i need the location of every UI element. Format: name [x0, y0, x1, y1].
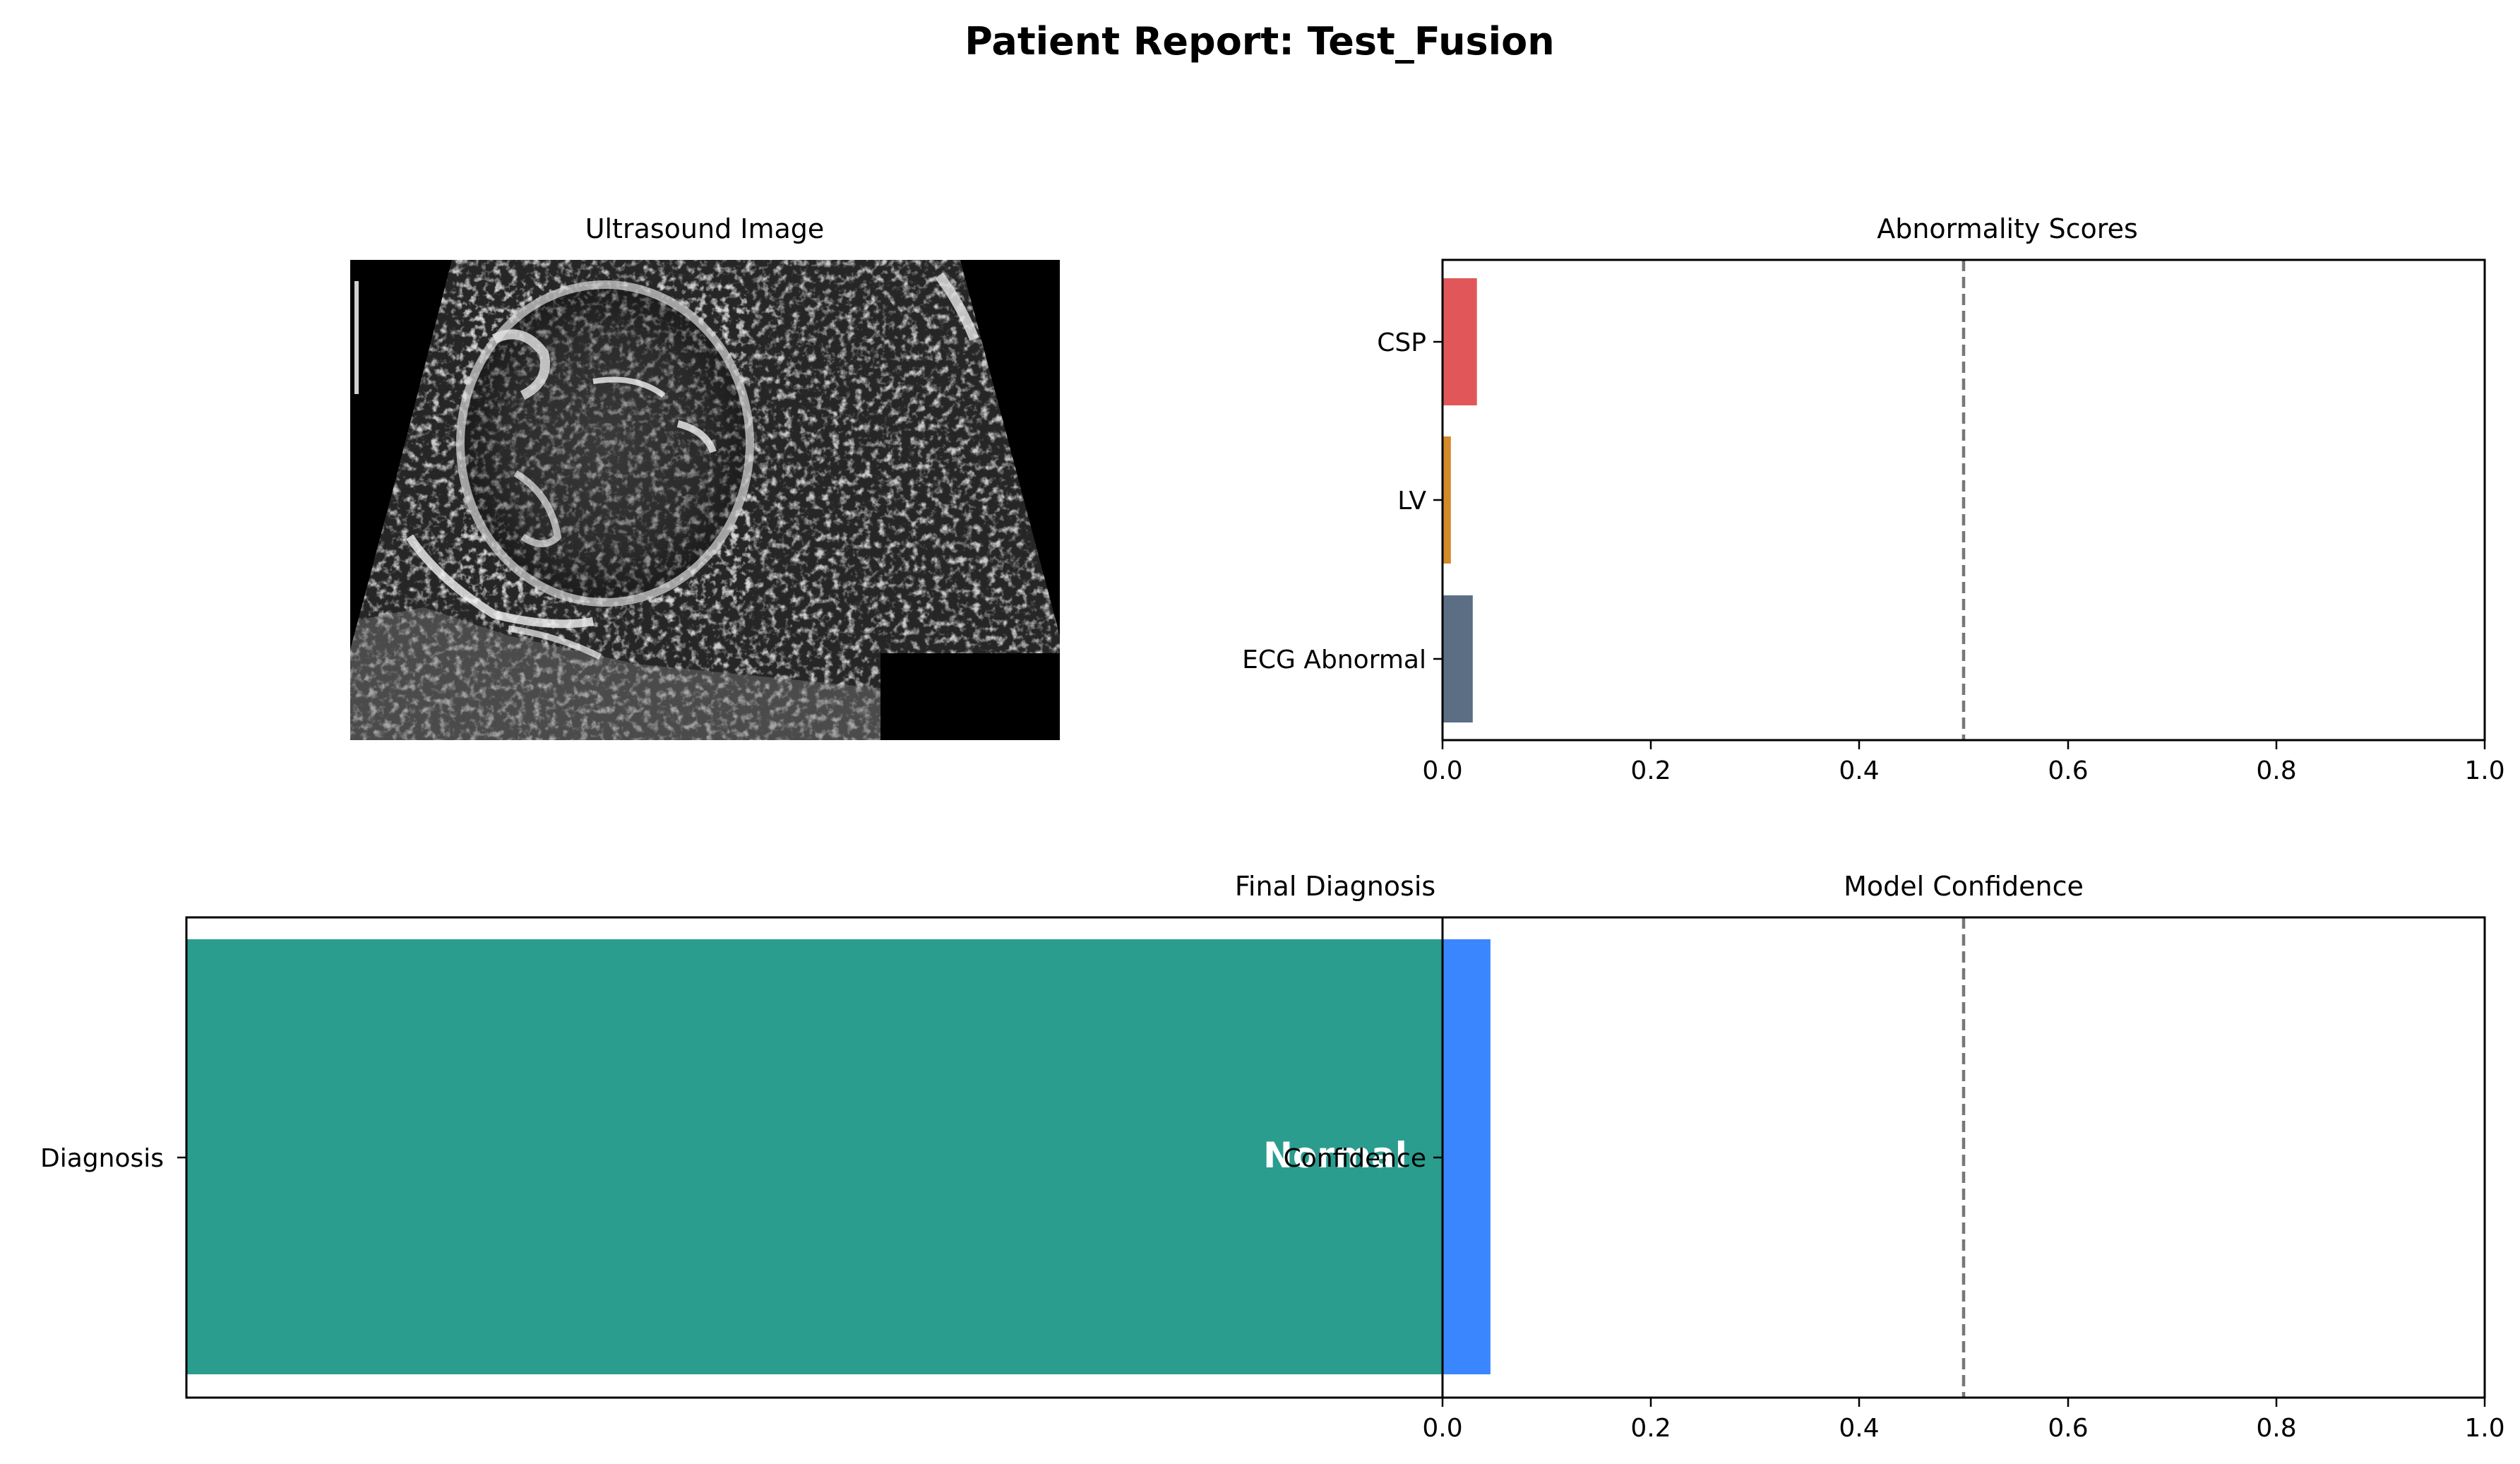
confidence-xtick-label: 0.0	[1422, 1414, 1462, 1443]
confidence-axis-label: Confidence	[1284, 1144, 1426, 1173]
confidence-panel: Model Confidence Normal Confidence 0.0 0…	[1263, 871, 2505, 1443]
abnormality-bars	[1443, 278, 1477, 722]
confidence-bar	[1443, 939, 1491, 1374]
abnormality-xtick-label: 0.6	[2048, 756, 2088, 785]
abnormality-panel: Abnormality Scores CSP LV ECG Abnormal 0…	[1242, 213, 2504, 785]
abnormality-bar-csp	[1443, 278, 1477, 405]
ultrasound-title: Ultrasound Image	[585, 213, 825, 244]
confidence-xtick-label: 0.6	[2048, 1414, 2088, 1443]
confidence-title: Model Confidence	[1844, 871, 2084, 902]
confidence-xtick-label: 1.0	[2464, 1414, 2504, 1443]
diagnosis-title: Final Diagnosis	[1235, 871, 1435, 902]
ultrasound-panel: Ultrasound Image	[350, 213, 1060, 740]
abnormality-bar-ecg-abnormal	[1443, 595, 1473, 722]
abnormality-label-ecg: ECG Abnormal	[1242, 645, 1426, 674]
abnormality-label-lv: LV	[1397, 487, 1426, 516]
abnormality-xtick-label: 1.0	[2464, 756, 2504, 785]
confidence-xtick-label: 0.2	[1630, 1414, 1671, 1443]
abnormality-label-csp: CSP	[1377, 328, 1426, 357]
abnormality-xtick-label: 0.4	[1839, 756, 1879, 785]
diagnosis-panel: Final Diagnosis Diagnosis	[40, 871, 1444, 1399]
abnormality-bar-lv	[1443, 436, 1451, 564]
abnormality-xtick-label: 0.2	[1630, 756, 1671, 785]
diagnosis-axis-label: Diagnosis	[40, 1144, 164, 1173]
confidence-xtick-label: 0.8	[2256, 1414, 2296, 1443]
confidence-xtick-label: 0.4	[1839, 1414, 1879, 1443]
abnormality-xtick-label: 0.0	[1422, 756, 1462, 785]
diagnosis-bar	[186, 939, 1443, 1374]
abnormality-title: Abnormality Scores	[1877, 213, 2138, 244]
page-title: Patient Report: Test_Fusion	[965, 19, 1554, 64]
abnormality-xtick-label: 0.8	[2256, 756, 2296, 785]
diagnosis-bar-label: Normal	[1263, 1135, 1407, 1176]
ultrasound-image	[350, 260, 1060, 740]
